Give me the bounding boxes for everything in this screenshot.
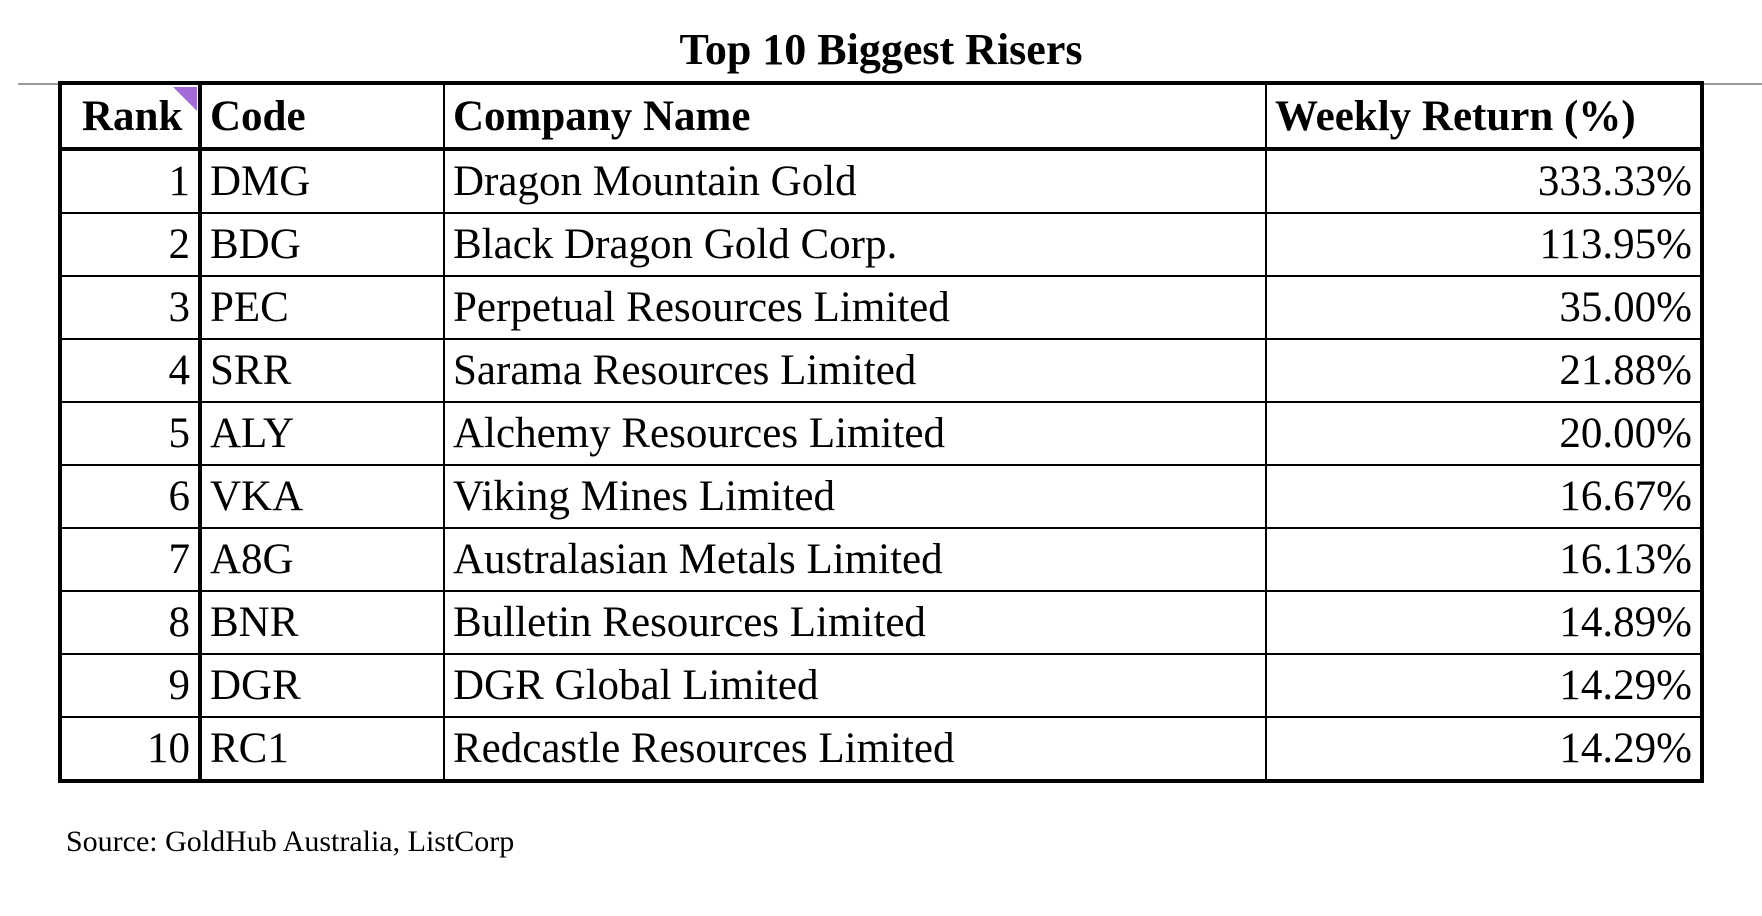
cell-company-name: Alchemy Resources Limited [443, 401, 1267, 466]
table-title: Top 10 Biggest Risers [679, 25, 1083, 74]
cell-rank: 4 [59, 338, 202, 403]
table-row: 5 ALY Alchemy Resources Limited 20.00% [59, 401, 1703, 466]
cell-code: BDG [199, 212, 445, 277]
comment-indicator[interactable] [173, 87, 197, 111]
cell-rank: 9 [59, 653, 202, 718]
cell-weekly-return: 333.33% [1265, 148, 1703, 214]
header-code: Code [199, 82, 445, 151]
table-row: 1 DMG Dragon Mountain Gold 333.33% [59, 148, 1703, 214]
cell-company-name: Australasian Metals Limited [443, 527, 1267, 592]
cell-rank: 5 [59, 401, 202, 466]
risers-table: Rank Code Company Name Weekly Return (%)… [58, 81, 1704, 783]
header-rank: Rank [59, 82, 202, 151]
cell-code: RC1 [199, 716, 445, 782]
cell-code: DGR [199, 653, 445, 718]
cell-code: VKA [199, 464, 445, 529]
cell-rank: 8 [59, 590, 202, 655]
cell-weekly-return: 21.88% [1265, 338, 1703, 403]
cell-weekly-return: 14.29% [1265, 653, 1703, 718]
table-row: 9 DGR DGR Global Limited 14.29% [59, 653, 1703, 718]
cell-company-name: Redcastle Resources Limited [443, 716, 1267, 782]
cell-company-name: Perpetual Resources Limited [443, 275, 1267, 340]
cell-rank: 1 [59, 148, 202, 214]
cell-code: A8G [199, 527, 445, 592]
table-row: 3 PEC Perpetual Resources Limited 35.00% [59, 275, 1703, 340]
cell-code: SRR [199, 338, 445, 403]
cell-rank: 3 [59, 275, 202, 340]
table-row: 8 BNR Bulletin Resources Limited 14.89% [59, 590, 1703, 655]
cell-rank: 7 [59, 527, 202, 592]
cell-company-name: Bulletin Resources Limited [443, 590, 1267, 655]
header-company: Company Name [443, 82, 1267, 151]
cell-company-name: Black Dragon Gold Corp. [443, 212, 1267, 277]
cell-code: PEC [199, 275, 445, 340]
cell-company-name: Sarama Resources Limited [443, 338, 1267, 403]
cell-weekly-return: 14.89% [1265, 590, 1703, 655]
cell-code: ALY [199, 401, 445, 466]
cell-code: BNR [199, 590, 445, 655]
table-row: 7 A8G Australasian Metals Limited 16.13% [59, 527, 1703, 592]
cell-weekly-return: 20.00% [1265, 401, 1703, 466]
header-weekly-return: Weekly Return (%) [1265, 82, 1703, 151]
cell-rank: 2 [59, 212, 202, 277]
cell-weekly-return: 16.13% [1265, 527, 1703, 592]
table-row: 4 SRR Sarama Resources Limited 21.88% [59, 338, 1703, 403]
cell-weekly-return: 113.95% [1265, 212, 1703, 277]
cell-rank: 10 [59, 716, 202, 782]
table-row: 6 VKA Viking Mines Limited 16.67% [59, 464, 1703, 529]
source-note: Source: GoldHub Australia, ListCorp [66, 825, 515, 858]
cell-rank: 6 [59, 464, 202, 529]
cell-weekly-return: 35.00% [1265, 275, 1703, 340]
cell-company-name: Dragon Mountain Gold [443, 148, 1267, 214]
cell-weekly-return: 16.67% [1265, 464, 1703, 529]
table-row: 2 BDG Black Dragon Gold Corp. 113.95% [59, 212, 1703, 277]
cell-company-name: DGR Global Limited [443, 653, 1267, 718]
header-row: Rank Code Company Name Weekly Return (%) [59, 82, 1703, 151]
table-row: 10 RC1 Redcastle Resources Limited 14.29% [59, 716, 1703, 782]
cell-company-name: Viking Mines Limited [443, 464, 1267, 529]
cell-code: DMG [199, 148, 445, 214]
cell-weekly-return: 14.29% [1265, 716, 1703, 782]
